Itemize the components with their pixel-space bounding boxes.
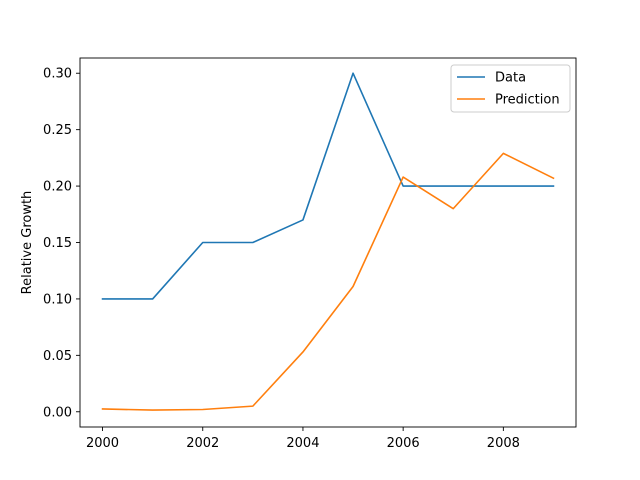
y-tick-label: 0.05 — [43, 349, 72, 364]
legend-label-prediction: Prediction — [495, 93, 560, 108]
axes-frame — [79, 57, 577, 428]
y-tick-label: 0.15 — [43, 236, 72, 251]
series-line-prediction — [101, 152, 555, 411]
y-tick-label: 0.00 — [43, 405, 72, 420]
x-tick-label: 2000 — [86, 436, 119, 451]
y-axis-label: Relative Growth — [20, 191, 35, 295]
y-tick-label: 0.25 — [43, 123, 72, 138]
legend-label-data: Data — [495, 71, 526, 86]
x-tick-label: 2006 — [387, 436, 420, 451]
legend: Data Prediction — [450, 64, 571, 113]
y-tick-label: 0.30 — [43, 67, 72, 82]
series-layer — [101, 72, 555, 411]
x-tick-label: 2008 — [487, 436, 520, 451]
axes-layer: 2000 2002 2004 2006 2008 0.00 0.05 0.10 0.15 0.20… — [43, 57, 577, 451]
y-tick-label: 0.10 — [43, 292, 72, 307]
x-tick-label: 2004 — [286, 436, 319, 451]
y-tick-label: 0.20 — [43, 180, 72, 195]
x-tick-label: 2002 — [186, 436, 219, 451]
series-line-data — [101, 72, 555, 300]
